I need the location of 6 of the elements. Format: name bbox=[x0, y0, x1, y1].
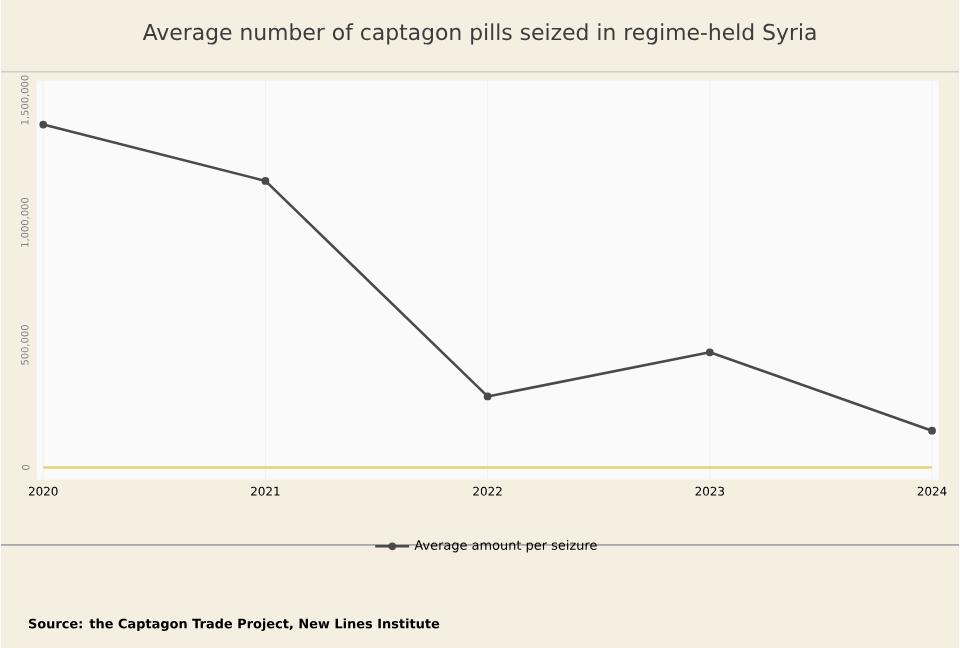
point bbox=[928, 426, 936, 435]
point bbox=[705, 348, 714, 356]
chart-title: Average number of captagon pills seized in regime-held Syria bbox=[142, 23, 816, 45]
point bbox=[483, 392, 492, 400]
point bbox=[39, 120, 48, 129]
point bbox=[261, 176, 270, 185]
